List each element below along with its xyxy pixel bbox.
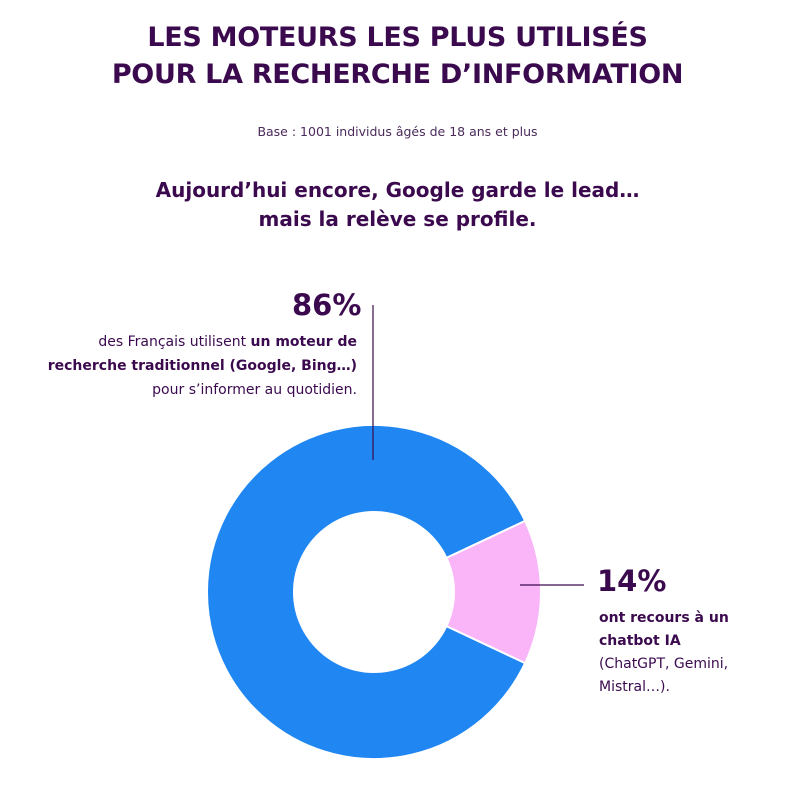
chart-title-line-2: POUR LA RECHERCHE D’INFORMATION	[111, 59, 684, 90]
google-description-bold: un moteur de recherche traditionnel (Goo…	[47, 334, 357, 374]
subtitle-line-1: Aujourd’hui encore, Google garde le lead…	[155, 178, 640, 202]
google-description: des Français utilisent un moteur de rech…	[20, 330, 357, 402]
google-description-post: pour s’informer au quotidien.	[152, 382, 357, 398]
ai-percent-label: 14%	[597, 564, 667, 598]
chart-title-line-1: LES MOTEURS LES PLUS UTILISÉS	[147, 22, 648, 53]
base-note: Base : 1001 individus âgés de 18 ans et …	[257, 124, 538, 139]
ai-description-bold: ont recours à un chatbot IA	[599, 610, 729, 649]
google-percent-label: 86%	[292, 288, 362, 322]
donut-slice-google	[206, 424, 527, 760]
donut-slice-ai	[445, 519, 542, 665]
ai-description: ont recours à un chatbot IA (ChatGPT, Ge…	[599, 607, 789, 699]
ai-description-normal: (ChatGPT, Gemini, Mistral…).	[599, 656, 729, 695]
subtitle-line-2: mais la relève se profile.	[258, 207, 537, 231]
google-description-pre: des Français utilisent	[98, 334, 251, 350]
